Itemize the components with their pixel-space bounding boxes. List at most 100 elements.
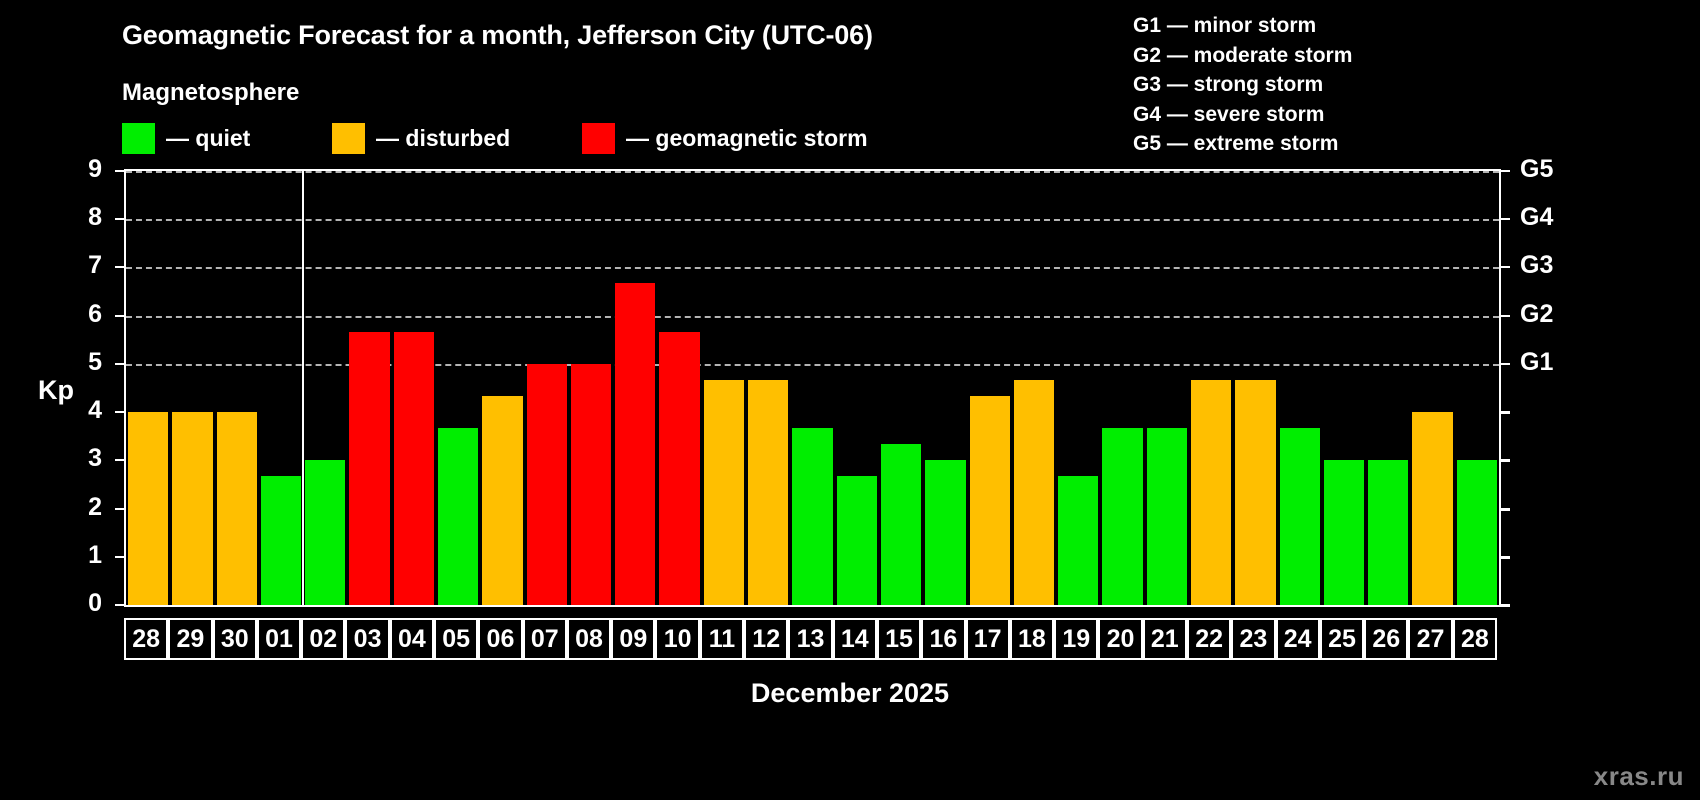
- bar-day-16: [925, 460, 966, 605]
- bar-day-05: [438, 428, 479, 605]
- y-tick-mark-1: [115, 555, 124, 558]
- g-tick-label-G1: G1: [1520, 347, 1554, 376]
- day-label-2: 30: [212, 618, 257, 660]
- day-label-26: 24: [1275, 618, 1320, 660]
- g-tick-mark-G2: [1501, 314, 1510, 317]
- g-tick-label-G5: G5: [1520, 155, 1554, 183]
- g-scale-line-3: G3 — strong storm: [1133, 73, 1324, 96]
- bar-day-23: [1235, 379, 1276, 605]
- day-label-4: 02: [301, 618, 346, 660]
- g-scale-line-4: G4 — severe storm: [1133, 102, 1325, 126]
- day-axis: 28 29 30 01 02 03 04 05 06 07 08 09 10 11 12 13 14 15 16 17…: [124, 618, 1501, 660]
- bar-day-15: [880, 444, 922, 605]
- bar-day-14: [836, 476, 877, 605]
- bar-day-28: [128, 412, 169, 605]
- bar-day-24: [1279, 428, 1320, 605]
- y-tick-mark-9: [115, 170, 124, 172]
- y-tick-mark-4: [115, 411, 124, 414]
- g-tick-label-G2: G2: [1520, 299, 1554, 328]
- bar-day-22: [1190, 379, 1232, 605]
- y-tick-mark-2: [115, 507, 124, 510]
- g-tick-mark-G4: [1501, 218, 1510, 221]
- day-label-30: 28: [1452, 618, 1497, 660]
- bar-day-13: [792, 428, 833, 605]
- y-tick-mark-0: [115, 604, 124, 606]
- day-label-22: 20: [1098, 618, 1143, 660]
- bar-day-18: [1013, 379, 1055, 605]
- g-minor-tick-3: [1501, 459, 1510, 463]
- day-label-18: 16: [921, 618, 966, 660]
- g-scale-legend: G1 — minor storm G2 — moderate storm G3 — …: [1133, 11, 1352, 159]
- g-tick-mark-G3: [1501, 266, 1510, 269]
- day-label-3: 01: [256, 618, 302, 660]
- legend-swatch-icon: [582, 122, 615, 154]
- watermark: xras.ru: [1593, 761, 1684, 791]
- bar-day-02: [305, 460, 346, 605]
- bar-day-17: [969, 396, 1010, 605]
- legend-entry-1: — disturbed: [332, 122, 510, 154]
- y-axis-label: Kp: [38, 375, 74, 405]
- g-scale-line-1: G1 — minor storm: [1133, 14, 1317, 37]
- bar-day-26: [1368, 460, 1409, 605]
- day-label-6: 04: [389, 618, 435, 660]
- legend-label: — disturbed: [376, 124, 511, 151]
- day-label-21: 19: [1054, 618, 1099, 660]
- day-label-19: 17: [965, 618, 1010, 660]
- y-tick-mark-6: [115, 314, 124, 317]
- day-label-9: 07: [522, 618, 567, 660]
- day-label-11: 09: [611, 618, 656, 660]
- g-minor-tick-2: [1501, 507, 1510, 511]
- y-tick-mark-3: [115, 459, 124, 462]
- bar-day-11: [703, 379, 745, 605]
- day-label-28: 26: [1364, 618, 1409, 660]
- x-axis-label: December 2025: [750, 678, 950, 708]
- g-tick-mark-G5: [1501, 170, 1510, 172]
- day-label-25: 23: [1231, 618, 1276, 660]
- y-tick-label-9: 9: [88, 155, 102, 183]
- day-label-14: 12: [744, 618, 789, 660]
- y-tick-label-7: 7: [88, 251, 102, 280]
- g-scale-line-5: G5 — extreme storm: [1133, 132, 1339, 155]
- y-tick-label-8: 8: [88, 203, 102, 232]
- bar-day-03: [349, 331, 390, 605]
- gridline-kp-8: [126, 219, 1499, 222]
- gridline-kp-7: [126, 267, 1499, 270]
- bar-day-19: [1058, 476, 1099, 605]
- bar-day-21: [1146, 428, 1187, 605]
- bar-day-29: [172, 412, 213, 605]
- g-tick-label-G3: G3: [1520, 251, 1554, 280]
- g-minor-tick-0: [1501, 604, 1510, 607]
- y-tick-mark-8: [115, 218, 124, 221]
- bar-day-04: [393, 331, 435, 605]
- bar-day-07: [526, 363, 567, 605]
- forecast-divider: [302, 171, 305, 605]
- day-label-16: 14: [832, 618, 877, 660]
- y-tick-label-5: 5: [88, 347, 102, 376]
- day-label-24: 22: [1186, 618, 1232, 660]
- y-tick-label-3: 3: [88, 444, 102, 473]
- day-label-13: 11: [699, 618, 745, 660]
- gridline-kp-6: [126, 315, 1499, 318]
- day-label-27: 25: [1319, 618, 1365, 660]
- day-label-12: 10: [655, 618, 700, 660]
- bar-day-01: [260, 476, 302, 605]
- g-minor-tick-4: [1501, 411, 1510, 415]
- g-tick-label-G4: G4: [1520, 203, 1554, 232]
- g-scale-line-2: G2 — moderate storm: [1133, 43, 1353, 67]
- g-minor-tick-1: [1501, 555, 1510, 559]
- day-label-17: 15: [876, 618, 922, 660]
- legend-label: — geomagnetic storm: [626, 124, 868, 151]
- y-tick-mark-5: [115, 362, 124, 365]
- bar-day-30: [216, 412, 257, 605]
- plot-inner: [126, 171, 1499, 605]
- legend-entry-0: — quiet: [122, 122, 250, 154]
- magnetosphere-label: Magnetosphere: [122, 79, 300, 106]
- bar-day-06: [482, 396, 523, 605]
- bar-day-10: [659, 331, 700, 605]
- legend-label: — quiet: [166, 124, 251, 151]
- bar-day-09: [615, 283, 656, 605]
- y-tick-label-4: 4: [88, 396, 102, 425]
- day-label-0: 28: [124, 618, 169, 660]
- day-label-7: 05: [434, 618, 479, 660]
- bar-day-27: [1412, 412, 1453, 605]
